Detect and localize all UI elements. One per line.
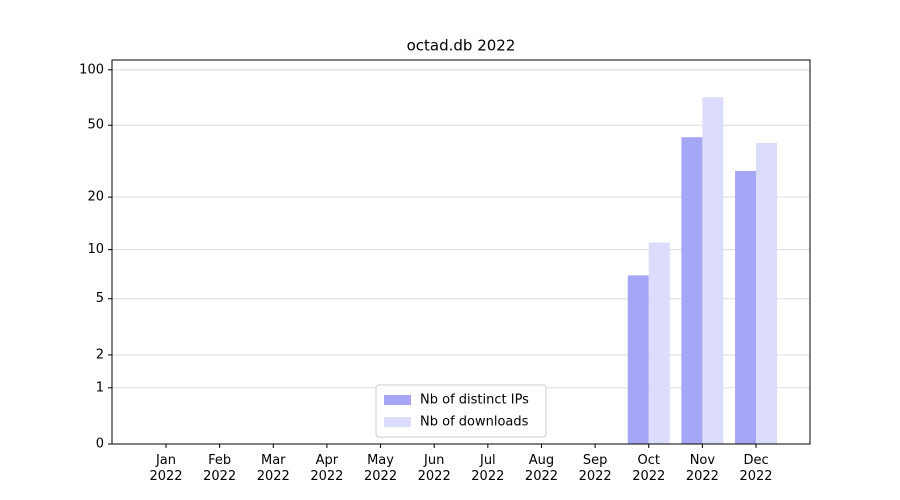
chart-title: octad.db 2022: [407, 37, 516, 55]
bar: [756, 142, 778, 445]
y-tick-label: 100: [79, 62, 104, 77]
legend-label: Nb of distinct IPs: [420, 393, 529, 408]
legend-swatch: [384, 395, 411, 405]
x-tick-label: Jul 2022: [471, 453, 505, 484]
x-tick-label: Oct 2022: [632, 453, 666, 484]
y-tick-label: 0: [96, 437, 104, 452]
legend-box: [375, 384, 547, 438]
x-tick-label: Apr 2022: [310, 453, 344, 484]
bar: [735, 170, 757, 444]
x-tick-label: Aug 2022: [524, 453, 559, 484]
bar: [681, 137, 703, 444]
x-tick-label: Jun 2022: [417, 453, 451, 484]
plot-frame: [111, 59, 811, 445]
x-tick-label: Jan 2022: [149, 453, 183, 484]
x-tick-label: Dec 2022: [739, 453, 773, 484]
y-tick-label: 10: [87, 242, 104, 257]
x-tick-label: Nov 2022: [685, 453, 719, 484]
x-tick-label: Feb 2022: [203, 453, 237, 484]
bar: [702, 97, 724, 445]
bar: [648, 242, 670, 444]
y-tick-label: 20: [87, 190, 104, 205]
x-tick-label: Mar 2022: [256, 453, 290, 484]
legend-label: Nb of downloads: [420, 415, 529, 430]
x-tick-label: Sep 2022: [578, 453, 612, 484]
x-tick-label: May 2022: [364, 453, 398, 484]
bar: [627, 275, 649, 444]
y-tick-label: 5: [96, 291, 104, 306]
y-tick-label: 50: [87, 118, 104, 133]
legend: Nb of distinct IPs Nb of downloads: [375, 384, 547, 438]
y-tick-label: 2: [96, 347, 104, 362]
y-tick-label: 1: [96, 380, 104, 395]
legend-swatch: [384, 417, 411, 427]
